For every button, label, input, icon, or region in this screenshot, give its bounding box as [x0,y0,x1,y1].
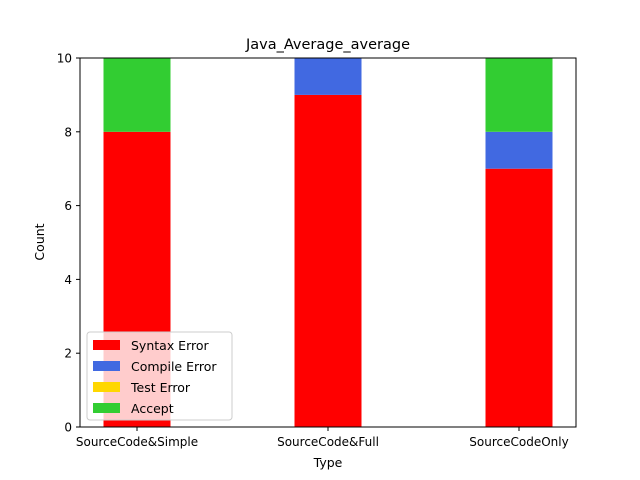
x-axis-label: Type [313,455,343,470]
bar-sourcecode-full-compile-error [294,58,362,95]
y-tick-label: 6 [64,199,72,213]
legend: Syntax Error Compile Error Test Error Accep… [86,331,233,421]
x-tick-label: SourceCode&Full [277,435,379,449]
legend-swatch-accept [93,403,120,413]
legend-swatch-compile-error [93,361,120,371]
x-axis: SourceCode&Simple SourceCode&Full SourceCo… [76,427,569,449]
bar-sourcecode-simple-accept [103,58,171,132]
legend-frame [86,331,233,421]
y-tick-label: 0 [64,421,72,435]
bar-sourcecodeonly-compile-error [485,131,553,169]
x-tick-label: SourceCodeOnly [469,435,568,449]
legend-label-test-error: Test Error [130,380,191,395]
legend-label-compile-error: Compile Error [131,359,217,374]
y-tick-label: 8 [64,125,72,139]
y-axis-label: Count [32,223,47,260]
y-tick-label: 10 [57,52,72,66]
y-tick-label: 2 [64,347,72,361]
legend-swatch-test-error [93,382,120,392]
bars-group [103,58,553,428]
bar-sourcecodeonly-accept [485,58,553,132]
legend-swatch-syntax-error [93,340,120,350]
legend-label-syntax-error: Syntax Error [131,338,210,353]
bar-sourcecode-full-syntax-error [294,94,362,428]
y-tick-label: 4 [64,273,72,287]
legend-label-accept: Accept [131,401,174,416]
chart-title: Java_Average_average [245,37,410,53]
x-tick-label: SourceCode&Simple [76,435,198,449]
bar-sourcecodeonly-syntax-error [485,168,553,427]
y-axis: 0 2 4 6 8 10 [57,52,80,435]
